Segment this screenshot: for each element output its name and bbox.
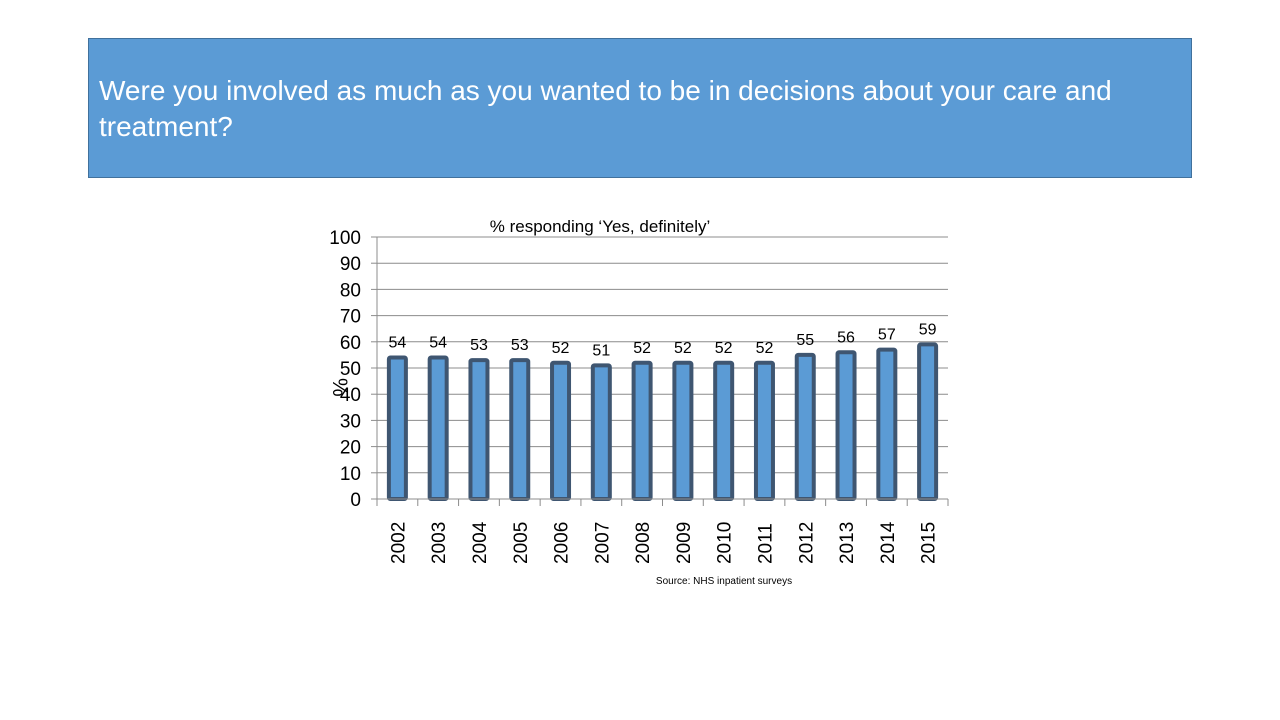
y-axis-label: % — [328, 378, 351, 397]
gridlines — [377, 236, 948, 474]
bar-2002 — [386, 355, 408, 501]
data-label-2004: 53 — [470, 337, 488, 354]
data-label-2002: 54 — [388, 335, 406, 352]
data-label-2005: 53 — [511, 337, 529, 354]
y-tick-label: 20 — [340, 438, 361, 459]
y-tick-label: 10 — [340, 464, 361, 485]
x-tick-label-2015: 2015 — [919, 522, 940, 564]
bar-2015 — [917, 342, 939, 502]
bar-2007 — [590, 363, 612, 501]
x-tick-label-2011: 2011 — [755, 523, 776, 564]
x-tick-label-2010: 2010 — [715, 522, 736, 564]
x-tick-label-2009: 2009 — [674, 522, 695, 564]
data-label-2007: 51 — [592, 342, 610, 359]
source-note: Source: NHS inpatient surveys — [656, 576, 792, 587]
data-label-2010: 52 — [715, 340, 733, 357]
data-label-2013: 56 — [837, 329, 855, 346]
x-tick-label-2013: 2013 — [837, 522, 858, 564]
bar-2009 — [672, 360, 694, 502]
bar-2006 — [550, 360, 572, 502]
data-labels: 54 54 53 53 52 51 52 52 52 52 55 56 57 59 — [388, 321, 936, 359]
y-tick-label: 60 — [340, 333, 361, 354]
bars — [386, 342, 939, 502]
bar-2005 — [509, 358, 531, 502]
bar-2013 — [835, 350, 857, 501]
data-label-2011: 52 — [756, 340, 774, 357]
x-tick-label-2003: 2003 — [429, 522, 450, 564]
x-tick-label-2006: 2006 — [552, 522, 573, 564]
data-label-2006: 52 — [552, 340, 570, 357]
data-label-2009: 52 — [674, 340, 692, 357]
x-tick-label-2014: 2014 — [878, 521, 899, 564]
bar-2008 — [631, 360, 653, 502]
slide-title: Were you involved as much as you wanted … — [99, 75, 1112, 142]
chart-subtitle: % responding ‘Yes, definitely’ — [490, 217, 711, 236]
x-tick-label-2002: 2002 — [388, 522, 409, 564]
axes: 0 10 20 30 40 50 60 70 80 90 100 2002 2003 2004 2005 20… — [329, 228, 949, 564]
data-label-2008: 52 — [633, 340, 651, 357]
data-label-2015: 59 — [919, 321, 937, 338]
y-tick-label: 30 — [340, 411, 361, 432]
x-tick-label-2004: 2004 — [470, 521, 491, 564]
y-tick-label: 100 — [329, 228, 361, 249]
x-tick-label-2005: 2005 — [511, 522, 532, 564]
x-tick-label-2007: 2007 — [592, 522, 613, 564]
y-tick-label: 0 — [350, 490, 361, 511]
bar-2010 — [713, 360, 735, 502]
bar-2003 — [427, 355, 449, 501]
y-tick-label: 80 — [340, 280, 361, 301]
y-tick-label: 70 — [340, 307, 361, 328]
bar-2004 — [468, 358, 490, 502]
bar-2014 — [876, 347, 898, 501]
y-tick-label: 50 — [340, 359, 361, 380]
bar-2011 — [753, 360, 775, 502]
data-label-2014: 57 — [878, 327, 896, 344]
y-tick-label: 90 — [340, 254, 361, 275]
title-banner: Were you involved as much as you wanted … — [88, 38, 1192, 178]
data-label-2003: 54 — [429, 335, 447, 352]
x-tick-label-2008: 2008 — [633, 522, 654, 564]
bar-2012 — [794, 352, 816, 501]
data-label-2012: 55 — [796, 332, 814, 349]
y-tick-label: 40 — [340, 385, 361, 406]
x-tick-label-2012: 2012 — [796, 522, 817, 564]
